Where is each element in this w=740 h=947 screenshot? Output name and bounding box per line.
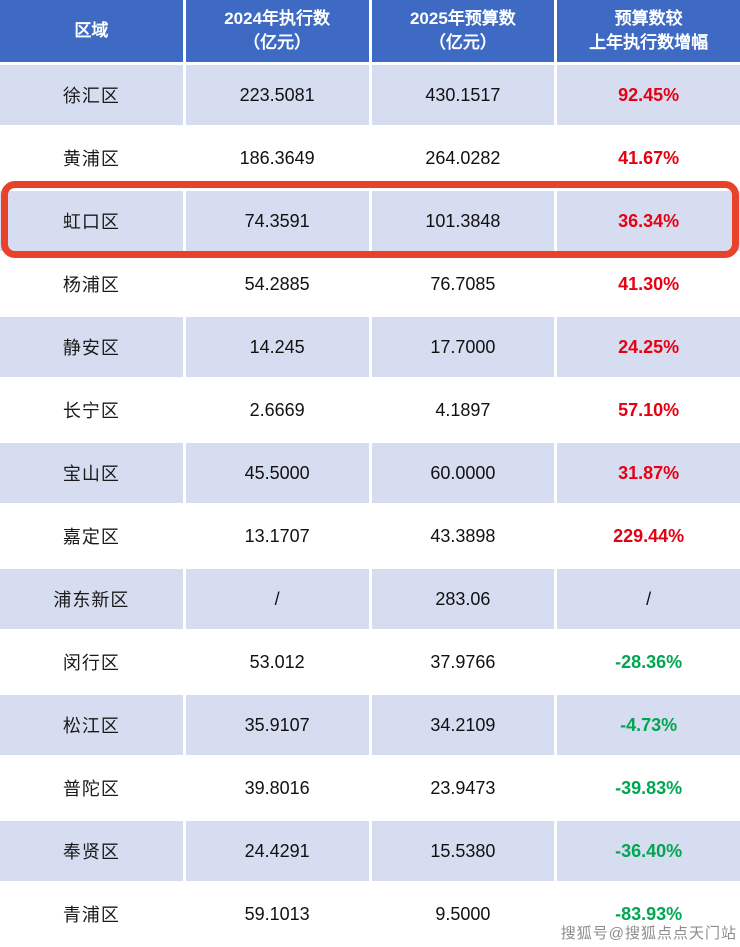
table-row-hongkou-highlighted: 虹口区 74.3591 101.3848 36.34% — [0, 191, 740, 251]
watermark: 搜狐号@搜狐点点天门站 — [560, 925, 737, 942]
y2024-cell: 54.2885 — [185, 254, 369, 314]
y2024-cell: 45.5000 — [185, 443, 369, 503]
growth-cell: 229.44% — [557, 506, 740, 566]
district-cell: 松江区 — [0, 695, 183, 755]
y2024-cell: / — [185, 569, 369, 629]
table-row-jingan: 静安区 14.245 17.7000 24.25% — [0, 317, 740, 377]
y2025-cell: 430.1517 — [371, 65, 555, 125]
y2024-cell: 13.1707 — [185, 506, 369, 566]
growth-cell: 41.67% — [557, 128, 740, 188]
growth-cell: -39.83% — [557, 758, 740, 818]
growth-cell: / — [557, 569, 740, 629]
y2025-cell: 43.3898 — [371, 506, 555, 566]
y2025-cell: 60.0000 — [371, 443, 555, 503]
table-row-fengxian: 奉贤区 24.4291 15.5380 -36.40% — [0, 821, 740, 881]
growth-cell: 31.87% — [557, 443, 740, 503]
growth-cell: -36.40% — [557, 821, 740, 881]
district-cell: 普陀区 — [0, 758, 183, 818]
table-row-baoshan: 宝山区 45.5000 60.0000 31.87% — [0, 443, 740, 503]
district-cell: 长宁区 — [0, 380, 183, 440]
district-cell: 奉贤区 — [0, 821, 183, 881]
table-row-yangpu: 杨浦区 54.2885 76.7085 41.30% — [0, 254, 740, 314]
district-cell: 宝山区 — [0, 443, 183, 503]
table-row-putuo: 普陀区 39.8016 23.9473 -39.83% — [0, 758, 740, 818]
y2024-cell: 186.3649 — [185, 128, 369, 188]
table-row-xuhui: 徐汇区 223.5081 430.1517 92.45% — [0, 65, 740, 125]
district-cell: 静安区 — [0, 317, 183, 377]
y2024-cell: 223.5081 — [185, 65, 369, 125]
y2025-cell: 37.9766 — [371, 632, 555, 692]
table-row-songjiang: 松江区 35.9107 34.2109 -4.73% — [0, 695, 740, 755]
y2024-cell: 2.6669 — [185, 380, 369, 440]
y2025-cell: 23.9473 — [371, 758, 555, 818]
header-growth: 预算数较 上年执行数增幅 — [557, 0, 740, 62]
growth-cell: 92.45% — [557, 65, 740, 125]
y2025-cell: 9.5000 — [371, 884, 555, 944]
y2025-cell: 283.06 — [371, 569, 555, 629]
district-cell: 浦东新区 — [0, 569, 183, 629]
y2024-cell: 35.9107 — [185, 695, 369, 755]
y2025-cell: 34.2109 — [371, 695, 555, 755]
y2024-cell: 24.4291 — [185, 821, 369, 881]
y2025-cell: 101.3848 — [371, 191, 555, 251]
growth-cell: -4.73% — [557, 695, 740, 755]
y2025-cell: 76.7085 — [371, 254, 555, 314]
header-2024: 2024年执行数 （亿元） — [185, 0, 369, 62]
table-row-qingpu: 青浦区 59.1013 9.5000 -83.93% — [0, 884, 740, 944]
district-cell: 虹口区 — [0, 191, 183, 251]
y2024-cell: 39.8016 — [185, 758, 369, 818]
y2024-cell: 53.012 — [185, 632, 369, 692]
y2024-cell: 14.245 — [185, 317, 369, 377]
growth-cell: 41.30% — [557, 254, 740, 314]
header-region-label: 区域 — [74, 21, 109, 41]
growth-cell: -83.93% — [557, 884, 740, 944]
y2025-cell: 15.5380 — [371, 821, 555, 881]
district-cell: 闵行区 — [0, 632, 183, 692]
y2024-cell: 59.1013 — [185, 884, 369, 944]
district-cell: 黄浦区 — [0, 128, 183, 188]
y2024-cell: 74.3591 — [185, 191, 369, 251]
table-header: 区域 2024年执行数 （亿元） 2025年预算数 （亿元） 预算数较 上年执行… — [0, 0, 740, 62]
table-row-huangpu: 黄浦区 186.3649 264.0282 41.67% — [0, 128, 740, 188]
y2025-cell: 4.1897 — [371, 380, 555, 440]
y2025-cell: 264.0282 — [371, 128, 555, 188]
growth-cell: 36.34% — [557, 191, 740, 251]
table-row-changning: 长宁区 2.6669 4.1897 57.10% — [0, 380, 740, 440]
district-cell: 嘉定区 — [0, 506, 183, 566]
growth-cell: 24.25% — [557, 317, 740, 377]
growth-cell: 57.10% — [557, 380, 740, 440]
district-cell: 杨浦区 — [0, 254, 183, 314]
table-row-jiading: 嘉定区 13.1707 43.3898 229.44% — [0, 506, 740, 566]
growth-cell: -28.36% — [557, 632, 740, 692]
district-cell: 徐汇区 — [0, 65, 183, 125]
header-region: 区域 — [0, 0, 183, 62]
header-2025: 2025年预算数 （亿元） — [371, 0, 555, 62]
y2025-cell: 17.7000 — [371, 317, 555, 377]
district-cell: 青浦区 — [0, 884, 183, 944]
table-row-minhang: 闵行区 53.012 37.9766 -28.36% — [0, 632, 740, 692]
table-row-pudong: 浦东新区 / 283.06 / — [0, 569, 740, 629]
